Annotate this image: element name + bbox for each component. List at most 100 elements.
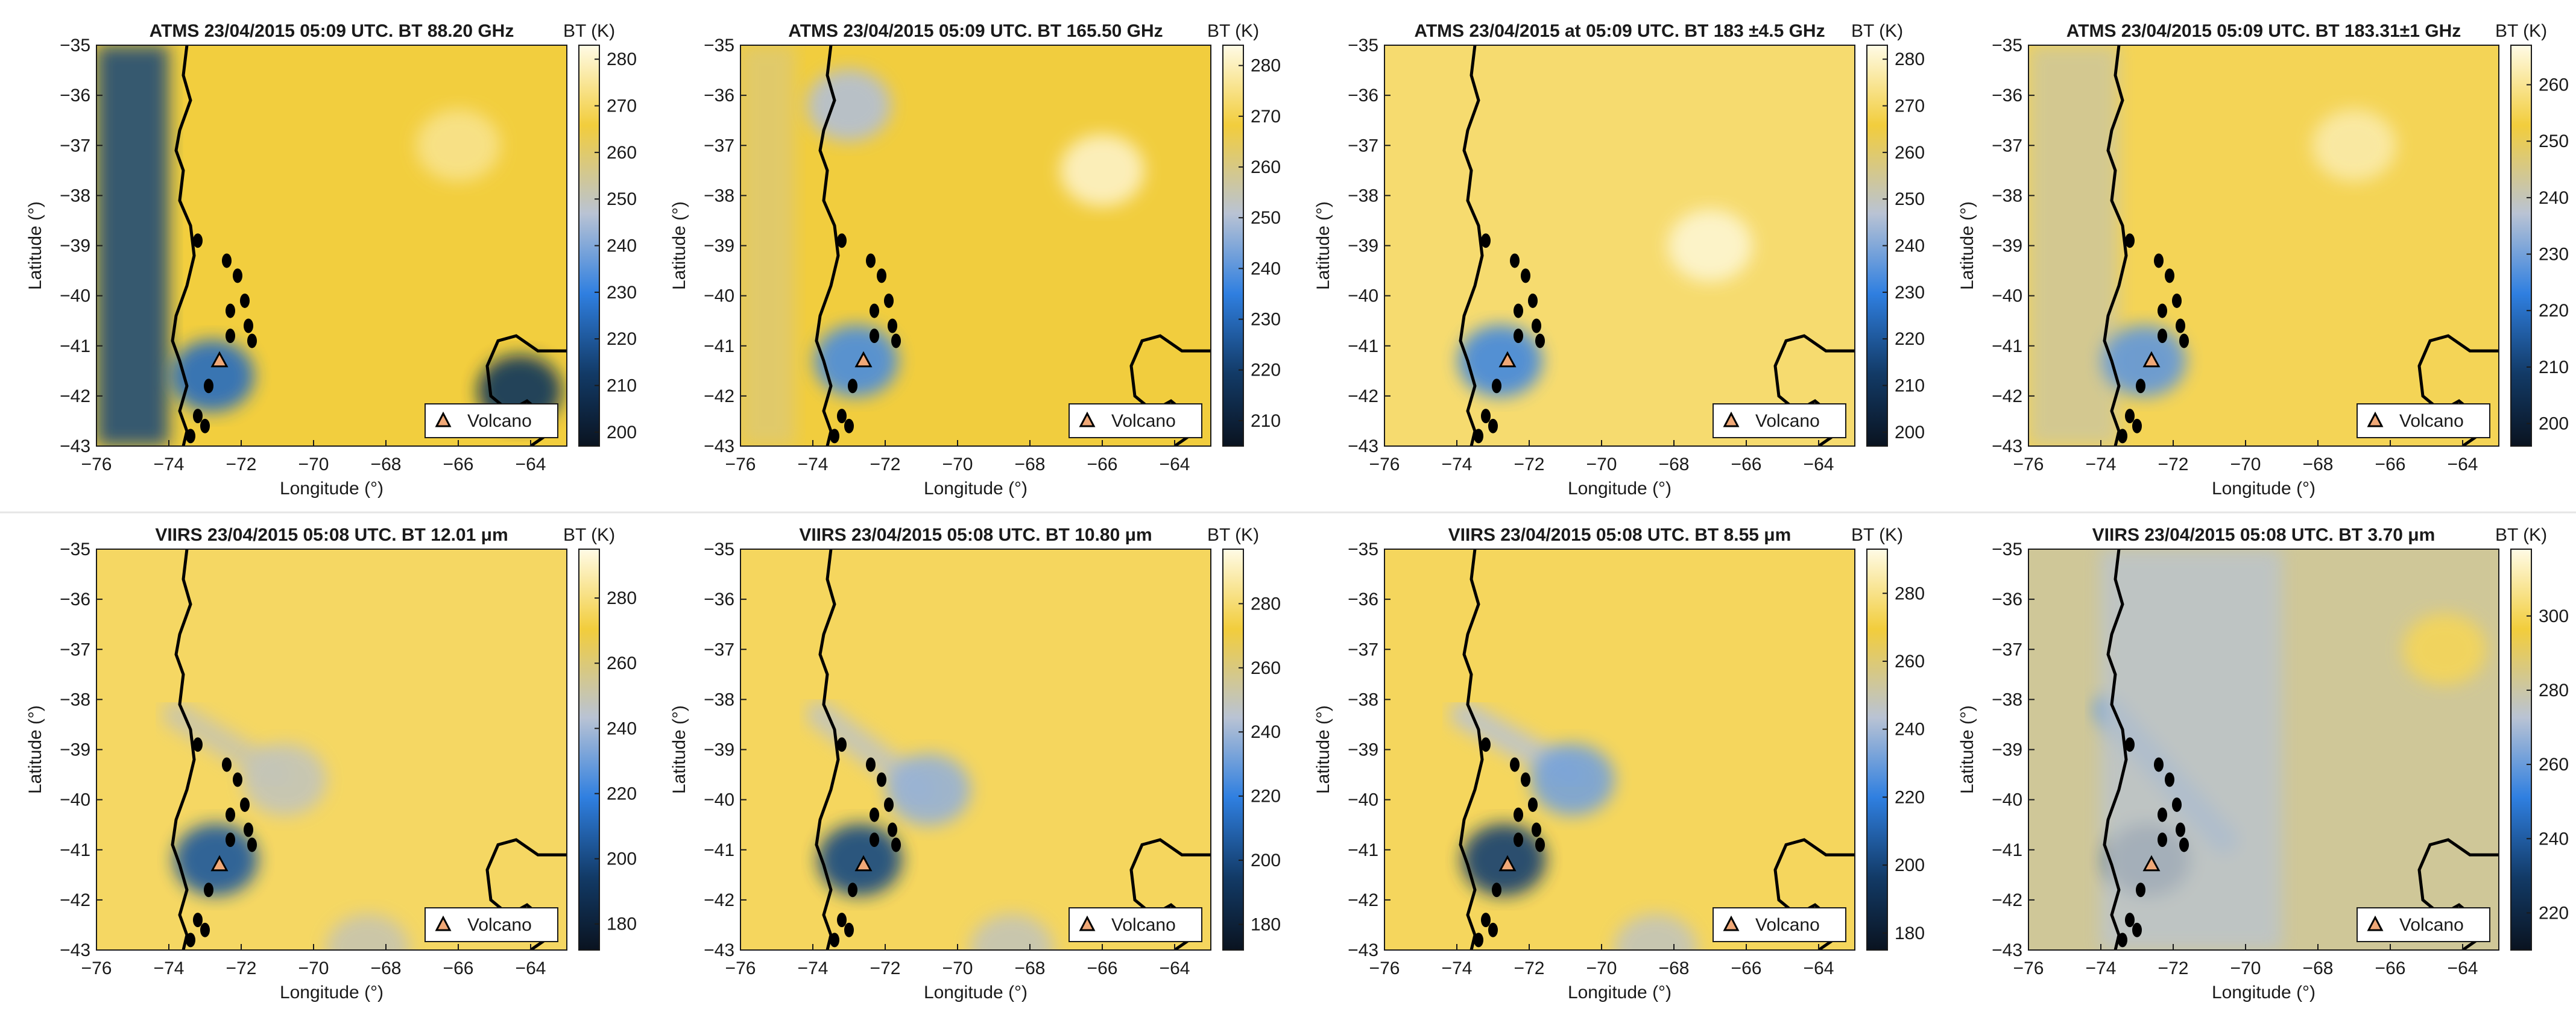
x-axis-label: Longitude (°) — [924, 983, 1028, 1002]
lake-outline — [848, 883, 857, 898]
volcano-marker — [854, 855, 873, 872]
lake-outline — [240, 293, 250, 308]
lake-outline — [1488, 418, 1498, 433]
y-axis-label: Latitude (°) — [1957, 201, 1977, 290]
lake-outline — [1521, 772, 1530, 787]
coastline — [1459, 549, 1484, 950]
y-axis-label: Latitude (°) — [669, 705, 689, 794]
colorbar-tick-label: 280 — [1895, 49, 1925, 69]
lake-outline — [247, 333, 257, 348]
legend-label: Volcano — [1755, 915, 1820, 935]
y-tick-label: −36 — [1348, 590, 1378, 609]
lake-outline — [2158, 807, 2167, 822]
y-tick-label: −41 — [1348, 336, 1378, 356]
colorbar-tick-label: 200 — [607, 423, 637, 442]
y-tick-label: −37 — [60, 136, 90, 156]
x-tick-label: −68 — [371, 958, 402, 978]
lake-outline — [226, 329, 235, 344]
x-tick-label: −66 — [2375, 958, 2406, 978]
colorbar — [1866, 549, 1888, 951]
bt-anomaly — [1458, 324, 1542, 397]
y-tick-label: −35 — [60, 36, 90, 55]
y-axis-label: Latitude (°) — [25, 705, 45, 794]
lake-outline — [1492, 379, 1501, 394]
x-tick-label: −70 — [942, 958, 973, 978]
colorbar-tick-label: 240 — [1895, 236, 1925, 256]
x-tick-label: −70 — [1586, 958, 1617, 978]
map-area — [96, 549, 567, 950]
x-tick-label: −68 — [1015, 958, 1046, 978]
bt-background — [96, 549, 567, 950]
lake-outline — [1474, 429, 1483, 444]
bt-background — [1384, 45, 1855, 446]
y-tick-label: −43 — [60, 940, 90, 960]
colorbar-tick-label: 300 — [2539, 606, 2569, 626]
map-area — [2028, 549, 2499, 950]
x-tick-label: −74 — [1442, 958, 1473, 978]
y-tick-label: −39 — [1992, 740, 2022, 760]
colorbar-tick-label: 180 — [607, 914, 637, 934]
lake-outline — [2158, 329, 2167, 344]
x-tick-label: −72 — [2158, 958, 2189, 978]
colorbar-tick-label: 210 — [2539, 357, 2569, 377]
x-tick-label: −66 — [443, 958, 474, 978]
y-tick-label: −37 — [1348, 640, 1378, 659]
volcano-legend-icon — [2367, 411, 2384, 427]
y-tick-label: −37 — [704, 136, 734, 156]
volcano-marker — [1498, 855, 1517, 872]
x-tick-label: −72 — [2158, 455, 2189, 474]
y-tick-label: −35 — [1348, 36, 1378, 55]
map-area — [1384, 45, 1855, 446]
lake-outline — [837, 913, 847, 928]
legend: Volcano — [425, 907, 558, 942]
lake-outline — [200, 418, 210, 433]
panel-title: VIIRS 23/04/2015 05:08 UTC. BT 12.01 μm — [155, 525, 508, 545]
y-tick-label: −41 — [1992, 840, 2022, 860]
x-tick-label: −64 — [516, 455, 546, 474]
lake-outline — [837, 409, 847, 424]
lake-outline — [247, 837, 257, 852]
lake-outline — [891, 333, 901, 348]
y-tick-label: −42 — [1992, 386, 2022, 406]
colorbar-tick-label: 180 — [1895, 923, 1925, 943]
lake-outline — [870, 329, 879, 344]
lake-outline — [1514, 832, 1523, 848]
y-tick-label: −39 — [60, 236, 90, 256]
lake-outline — [226, 832, 235, 848]
y-tick-label: −37 — [1348, 136, 1378, 156]
legend: Volcano — [1713, 907, 1846, 942]
panel-title: ATMS 23/04/2015 05:09 UTC. BT 88.20 GHz — [150, 21, 514, 41]
y-tick-label: −43 — [60, 436, 90, 456]
bt-anomaly — [174, 823, 258, 896]
bt-anomaly — [2102, 324, 2186, 397]
x-tick-label: −64 — [516, 958, 546, 978]
lake-outline — [222, 757, 232, 772]
x-axis-label: Longitude (°) — [280, 479, 384, 499]
x-tick-label: −64 — [1160, 455, 1190, 474]
lake-outline — [830, 933, 839, 948]
y-tick-label: −35 — [60, 540, 90, 559]
colorbar-tick-label: 220 — [607, 784, 637, 804]
lake-outline — [844, 922, 854, 937]
colorbar-tick-label: 240 — [1895, 720, 1925, 740]
lake-outline — [2179, 333, 2189, 348]
y-tick-label: −39 — [704, 236, 734, 256]
legend: Volcano — [1713, 403, 1846, 438]
colorbar-tick-label: 270 — [1895, 96, 1925, 116]
x-tick-label: −64 — [1804, 958, 1834, 978]
bt-anomaly — [818, 823, 902, 896]
lake-outline — [2176, 822, 2185, 837]
colorbar-tick-label: 240 — [607, 719, 637, 738]
y-tick-label: −36 — [60, 86, 90, 105]
coastline — [2103, 549, 2128, 950]
y-tick-label: −43 — [1992, 940, 2022, 960]
legend-label: Volcano — [1111, 915, 1176, 935]
x-axis-label: Longitude (°) — [2212, 479, 2316, 499]
volcano-legend-icon — [2367, 915, 2384, 931]
y-tick-label: −40 — [60, 286, 90, 306]
lake-outline — [2158, 303, 2167, 318]
lake-outline — [2132, 418, 2142, 433]
x-axis-label: Longitude (°) — [280, 983, 384, 1002]
colorbar-tick-label: 260 — [1251, 157, 1281, 177]
x-tick-label: −64 — [1160, 958, 1190, 978]
